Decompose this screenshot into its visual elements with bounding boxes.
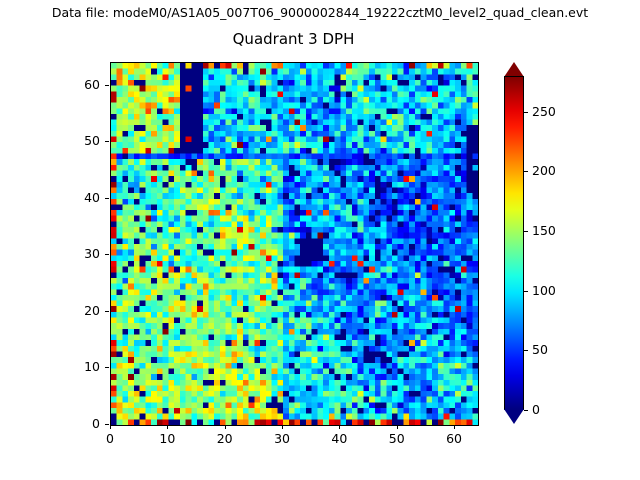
y-tick-mark <box>105 310 109 312</box>
x-tick-mark <box>339 425 341 429</box>
x-tick-label: 60 <box>446 431 463 446</box>
x-tick-mark <box>224 425 226 429</box>
y-tick-mark <box>105 141 109 143</box>
data-file-label: Data file: modeM0/AS1A05_007T06_90000028… <box>51 5 589 20</box>
colorbar-tick-mark <box>524 111 528 113</box>
colorbar-gradient <box>505 77 523 409</box>
x-tick-label: 20 <box>216 431 233 446</box>
colorbar-tick-label: 250 <box>532 103 556 119</box>
colorbar-tick-mark <box>524 410 528 411</box>
heatmap-image <box>111 63 478 425</box>
colorbar: 0 50 100 150 200 250 <box>504 62 556 424</box>
colorbar-body <box>504 76 524 410</box>
y-tick-mark <box>105 254 109 256</box>
y-tick-mark <box>105 84 109 86</box>
y-tick-label: 50 <box>84 133 100 149</box>
x-tick-mark <box>454 425 456 429</box>
colorbar-tick-mark <box>524 231 528 233</box>
colorbar-tick-label: 150 <box>532 223 556 239</box>
colorbar-tick-mark <box>524 290 528 292</box>
y-tick-label: 0 <box>92 416 100 431</box>
plot-title: Quadrant 3 DPH <box>232 30 355 48</box>
y-tick-label: 30 <box>84 246 100 262</box>
y-tick-mark <box>105 424 109 425</box>
x-tick-label: 40 <box>331 431 348 446</box>
colorbar-tick-label: 200 <box>532 163 556 179</box>
colorbar-extend-down-arrow <box>504 409 524 424</box>
y-tick-label: 40 <box>84 189 100 205</box>
y-tick-label: 10 <box>84 359 100 375</box>
x-tick-label: 10 <box>159 431 176 446</box>
y-tick-label: 60 <box>84 76 100 92</box>
heatmap-axes <box>110 62 479 426</box>
colorbar-tick-label: 0 <box>532 402 540 417</box>
y-tick-label: 20 <box>84 302 100 318</box>
colorbar-tick-label: 100 <box>532 282 556 298</box>
colorbar-tick-label: 50 <box>532 342 548 358</box>
x-tick-label: 30 <box>274 431 290 446</box>
x-tick-label: 0 <box>106 431 114 446</box>
y-tick-mark <box>105 197 109 199</box>
x-tick-mark <box>110 425 111 429</box>
colorbar-extend-up-arrow <box>504 62 524 77</box>
colorbar-tick-mark <box>524 171 528 173</box>
x-tick-mark <box>282 425 284 429</box>
x-tick-label: 50 <box>388 431 405 446</box>
x-tick-mark <box>167 425 169 429</box>
colorbar-tick-mark <box>524 350 528 352</box>
y-tick-mark <box>105 367 109 369</box>
x-tick-mark <box>396 425 398 429</box>
